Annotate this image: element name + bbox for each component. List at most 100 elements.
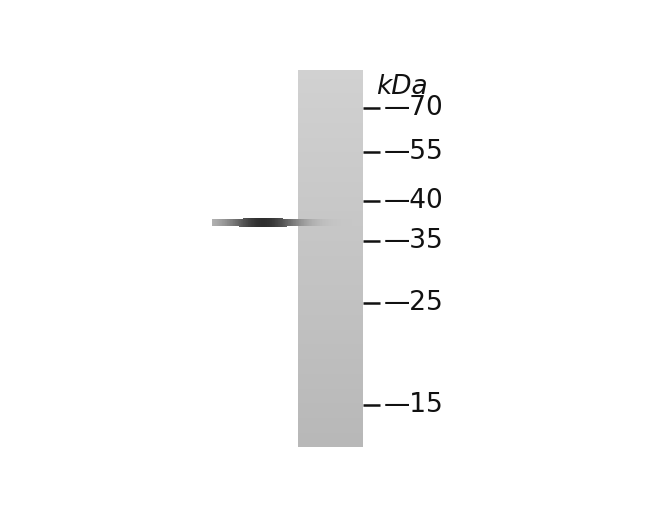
Bar — [298, 355, 363, 356]
Bar — [298, 387, 363, 389]
Bar — [298, 410, 363, 412]
Bar — [298, 232, 363, 233]
Bar — [298, 74, 363, 75]
Bar — [291, 219, 292, 226]
Bar — [298, 272, 363, 274]
Bar — [309, 219, 311, 226]
Bar — [298, 386, 363, 388]
Bar — [298, 93, 363, 94]
Bar — [298, 141, 363, 143]
Bar — [298, 363, 363, 365]
Bar — [337, 219, 338, 226]
Bar — [298, 218, 363, 220]
Bar — [234, 219, 235, 226]
Bar — [213, 219, 215, 226]
Bar — [227, 219, 228, 226]
Bar — [324, 219, 325, 226]
Bar — [307, 219, 309, 226]
Bar — [298, 357, 363, 359]
Bar — [298, 321, 363, 322]
Bar — [298, 180, 363, 182]
Bar — [287, 218, 288, 227]
Bar — [274, 218, 276, 227]
Bar — [220, 219, 222, 226]
Bar — [298, 124, 363, 126]
Bar — [303, 219, 304, 226]
Bar — [298, 382, 363, 384]
Bar — [298, 165, 363, 167]
Bar — [298, 282, 363, 284]
Bar — [298, 179, 363, 181]
Bar — [298, 111, 363, 113]
Bar — [298, 297, 363, 299]
Bar — [347, 219, 348, 226]
Bar — [298, 72, 363, 74]
Bar — [298, 238, 363, 240]
Bar — [298, 257, 363, 258]
Bar — [254, 218, 255, 227]
Bar — [224, 219, 226, 226]
Bar — [296, 219, 297, 226]
Bar — [298, 134, 363, 136]
Bar — [298, 139, 363, 141]
Bar — [305, 219, 306, 226]
Bar — [298, 366, 363, 368]
Bar — [239, 218, 240, 227]
Bar — [298, 236, 363, 237]
Bar — [298, 312, 363, 314]
Bar — [355, 219, 356, 226]
Bar — [298, 288, 363, 290]
Bar — [298, 415, 363, 417]
Bar — [298, 411, 363, 413]
Bar — [304, 219, 305, 226]
Bar — [219, 219, 220, 226]
Bar — [298, 84, 363, 85]
Bar — [298, 252, 363, 254]
Bar — [339, 219, 341, 226]
Bar — [349, 219, 350, 226]
Bar — [298, 143, 363, 145]
Bar — [298, 311, 363, 313]
Bar — [298, 293, 363, 295]
Bar — [333, 219, 334, 226]
Bar — [229, 219, 231, 226]
Bar — [250, 218, 251, 227]
Bar — [276, 218, 278, 227]
Bar — [344, 219, 346, 226]
Bar — [288, 218, 289, 227]
Bar — [301, 219, 302, 226]
Bar — [298, 426, 363, 428]
Bar — [269, 218, 270, 227]
Bar — [298, 365, 363, 367]
Bar — [298, 424, 363, 425]
Bar — [298, 301, 363, 303]
Bar — [315, 219, 317, 226]
Bar — [298, 222, 363, 224]
Bar — [298, 315, 363, 316]
Bar — [335, 219, 336, 226]
Text: —15: —15 — [384, 392, 443, 418]
Bar — [285, 218, 286, 227]
Bar — [298, 125, 363, 127]
Bar — [298, 80, 363, 82]
Bar — [298, 144, 363, 146]
Bar — [298, 184, 363, 186]
Bar — [227, 219, 229, 226]
Bar — [316, 219, 317, 226]
Bar — [298, 333, 363, 335]
Bar — [298, 95, 363, 97]
Bar — [350, 219, 351, 226]
Bar — [259, 218, 260, 227]
Bar — [251, 218, 252, 227]
Bar — [298, 401, 363, 403]
Bar — [320, 219, 321, 226]
Bar — [298, 114, 363, 115]
Bar — [298, 215, 363, 217]
Bar — [298, 373, 363, 375]
Bar — [298, 85, 363, 87]
Bar — [298, 150, 363, 152]
Bar — [298, 92, 363, 93]
Bar — [272, 218, 274, 227]
Bar — [286, 218, 287, 227]
Bar — [257, 218, 259, 227]
